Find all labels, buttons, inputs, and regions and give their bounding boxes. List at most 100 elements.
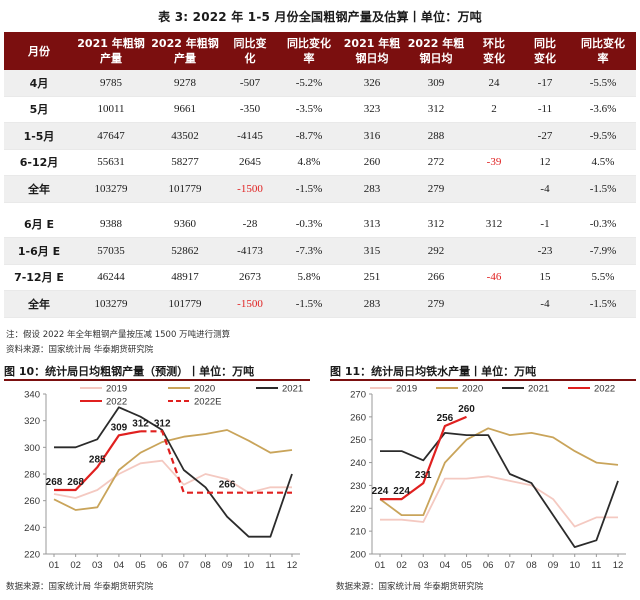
- table-cell: -5.5%: [570, 70, 636, 97]
- table-row: 6月 E 9388 9360 -28 -0.3% 313 312 312 -1 -0.3%: [4, 211, 636, 238]
- table-cell: 103279: [74, 175, 148, 203]
- table-cell: 279: [404, 290, 468, 318]
- x-tick-label: 12: [613, 560, 624, 571]
- series-line-2019: [380, 475, 618, 528]
- column-header: 月份: [28, 44, 50, 58]
- table-cell: -7.3%: [278, 237, 340, 265]
- x-tick-label: 10: [243, 560, 254, 571]
- row-label: 全年: [4, 290, 74, 318]
- table-cell: 288: [404, 122, 468, 150]
- table-cell: 4.8%: [278, 149, 340, 176]
- table-cell: -28: [222, 211, 278, 238]
- chart-10-title-text: 图 10：统计局日均粗钢产量（预测）丨单位：万吨: [4, 365, 255, 378]
- y-tick-label: 220: [24, 550, 40, 561]
- table-cell: 315: [340, 237, 404, 265]
- y-tick-label: 240: [24, 523, 40, 534]
- table-cell: 272: [404, 149, 468, 176]
- table-cell: 309: [404, 70, 468, 97]
- x-tick-label: 06: [483, 560, 494, 571]
- table-row: 5月 10011 9661 -350 -3.5% 323 312 2 -11 -3.6%: [4, 96, 636, 123]
- table-cell: 47647: [74, 122, 148, 150]
- table-cell: 9388: [74, 211, 148, 238]
- series-line-2022: [380, 415, 467, 501]
- y-tick-label: 260: [350, 412, 366, 423]
- column-header: 2021 年粗 钢日均: [343, 37, 401, 65]
- chart-10-title: 图 10：统计局日均粗钢产量（预测）丨单位：万吨: [4, 363, 310, 381]
- table-cell: 10011: [74, 96, 148, 123]
- table-cell: -11: [520, 96, 570, 123]
- table-cell: 9661: [148, 96, 222, 123]
- data-label: 266: [219, 480, 236, 491]
- chart-11-title: 图 11：统计局日均铁水产量丨单位：万吨: [330, 363, 636, 381]
- y-tick-label: 300: [24, 443, 40, 454]
- legend-label: 2022E: [194, 397, 221, 408]
- y-tick-label: 240: [350, 458, 366, 469]
- x-tick-label: 12: [287, 560, 298, 571]
- table-cell: -27: [520, 122, 570, 150]
- table-cell: 326: [340, 70, 404, 97]
- chart-10-source: 数据来源：国家统计局 华泰期货研究院: [6, 582, 154, 592]
- chart-11-iron-daily: 200 210 220 230 240 250 260 270 01 02 03 04 05 06 07 08…: [350, 384, 626, 571]
- series-line-2021: [54, 406, 293, 538]
- column-header: 同比变化 率: [287, 37, 331, 65]
- legend-label: 2019: [396, 384, 417, 395]
- table-cell: -46: [468, 264, 520, 291]
- series-line-2021: [380, 432, 619, 548]
- table-cell: 5.5%: [570, 264, 636, 291]
- row-label: 4月: [4, 70, 74, 97]
- table-cell: -4: [520, 175, 570, 203]
- chart-11-title-rule: [330, 379, 636, 381]
- data-label: 312: [132, 418, 149, 429]
- x-tick-label: 08: [526, 560, 537, 571]
- table-cell: [468, 122, 520, 150]
- table-cell: -3.5%: [278, 96, 340, 123]
- table-cell: 12: [520, 149, 570, 176]
- table-cell: -507: [222, 70, 278, 97]
- x-tick-label: 07: [179, 560, 190, 571]
- legend-label: 2021: [282, 384, 303, 395]
- y-tick-label: 320: [24, 416, 40, 427]
- x-tick-label: 03: [418, 560, 429, 571]
- series-line-2022E: [140, 430, 292, 494]
- table-cell: 266: [404, 264, 468, 291]
- y-tick-label: 200: [350, 550, 366, 561]
- data-label: 268: [67, 477, 84, 488]
- table-cell: -1500: [222, 175, 278, 203]
- table-cell: 9360: [148, 211, 222, 238]
- y-tick-label: 270: [350, 390, 366, 401]
- column-header: 同比变化 率: [581, 37, 625, 65]
- data-label: 268: [46, 477, 63, 488]
- table-row: 7-12月 E 46244 48917 2673 5.8% 251 266 -46 15 5.5%: [4, 264, 636, 291]
- x-tick-label: 04: [114, 560, 125, 571]
- chart-10-title-rule: [4, 379, 310, 381]
- chart-11-source: 数据来源：国家统计局 华泰期货研究院: [336, 582, 484, 592]
- table-cell: -0.3%: [278, 211, 340, 238]
- column-header: 同比 变化: [534, 37, 556, 65]
- legend-label: 2020: [462, 384, 483, 395]
- data-label: 224: [393, 486, 410, 497]
- table-cell: 316: [340, 122, 404, 150]
- table-cell: 2645: [222, 149, 278, 176]
- x-tick-label: 05: [135, 560, 146, 571]
- table-cell: -17: [520, 70, 570, 97]
- table-cell: 101779: [148, 290, 222, 318]
- chart-11-title-text: 图 11：统计局日均铁水产量丨单位：万吨: [330, 365, 537, 378]
- table-row: 全年 103279 101779 -1500 -1.5% 283 279 -4 -1.5%: [4, 290, 636, 318]
- table-cell: -1.5%: [570, 175, 636, 203]
- table-row: 6-12月 55631 58277 2645 4.8% 260 272 -39 12 4.5%: [4, 149, 636, 176]
- table-row: 1-6月 E 57035 52862 -4173 -7.3% 315 292 -23 -7.9%: [4, 237, 636, 265]
- row-label: 6月 E: [4, 211, 74, 238]
- table-row: 全年 103279 101779 -1500 -1.5% 283 279 -4 -1.5%: [4, 175, 636, 203]
- table-cell: -1.5%: [278, 290, 340, 318]
- column-header: 2022 年粗钢 产量: [151, 37, 219, 65]
- table-cell: 313: [340, 211, 404, 238]
- table-cell: 279: [404, 175, 468, 203]
- table-cell: -5.2%: [278, 70, 340, 97]
- table-cell: 323: [340, 96, 404, 123]
- table-cell: 292: [404, 237, 468, 265]
- row-label: 6-12月: [4, 149, 74, 176]
- production-table: 月份 2021 年粗钢 产量 2022 年粗钢 产量 同比变 化同比变化 率 2021 …: [4, 32, 636, 318]
- x-tick-label: 03: [92, 560, 103, 571]
- column-header: 2021 年粗钢 产量: [77, 37, 145, 65]
- table-note: 注：假设 2022 年全年粗钢产量按压减 1500 万吨进行测算: [6, 330, 231, 340]
